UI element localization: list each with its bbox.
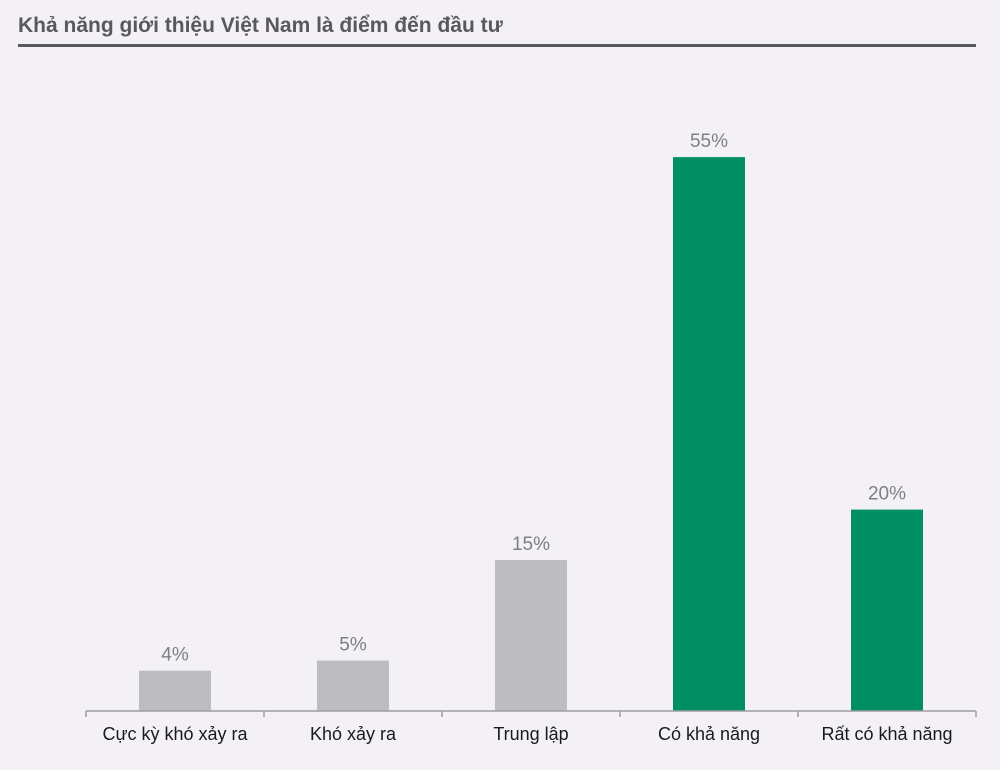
- value-label-cuc-ky-kho-xay-ra: 4%: [161, 645, 189, 666]
- category-label-cuc-ky-kho-xay-ra: Cực kỳ khó xảy ra: [102, 724, 248, 744]
- bar-co-kha-nang: [673, 157, 745, 712]
- bar-trung-lap: [495, 560, 567, 712]
- bar-kho-xay-ra: [317, 660, 389, 711]
- value-label-trung-lap: 15%: [512, 534, 550, 555]
- category-label-trung-lap: Trung lập: [493, 724, 568, 744]
- category-label-rat-co-kha-nang: Rất có khả năng: [821, 724, 952, 744]
- bar-rat-co-kha-nang: [851, 509, 923, 711]
- value-label-kho-xay-ra: 5%: [339, 635, 367, 656]
- title-divider: [18, 44, 976, 47]
- category-labels-group: Cực kỳ khó xảy ra Khó xảy ra Trung lập Có k…: [102, 724, 952, 744]
- chart-title: Khả năng giới thiệu Việt Nam là điểm đến…: [18, 14, 503, 37]
- value-label-rat-co-kha-nang: 20%: [868, 484, 906, 505]
- value-labels-group: 4% 5% 15% 55% 20%: [161, 131, 906, 666]
- bar-cuc-ky-kho-xay-ra: [139, 670, 211, 711]
- value-label-co-kha-nang: 55%: [690, 131, 728, 152]
- bars-group: [139, 157, 923, 712]
- category-label-co-kha-nang: Có khả năng: [658, 724, 760, 744]
- category-label-kho-xay-ra: Khó xảy ra: [310, 724, 397, 744]
- x-axis: [85, 710, 977, 717]
